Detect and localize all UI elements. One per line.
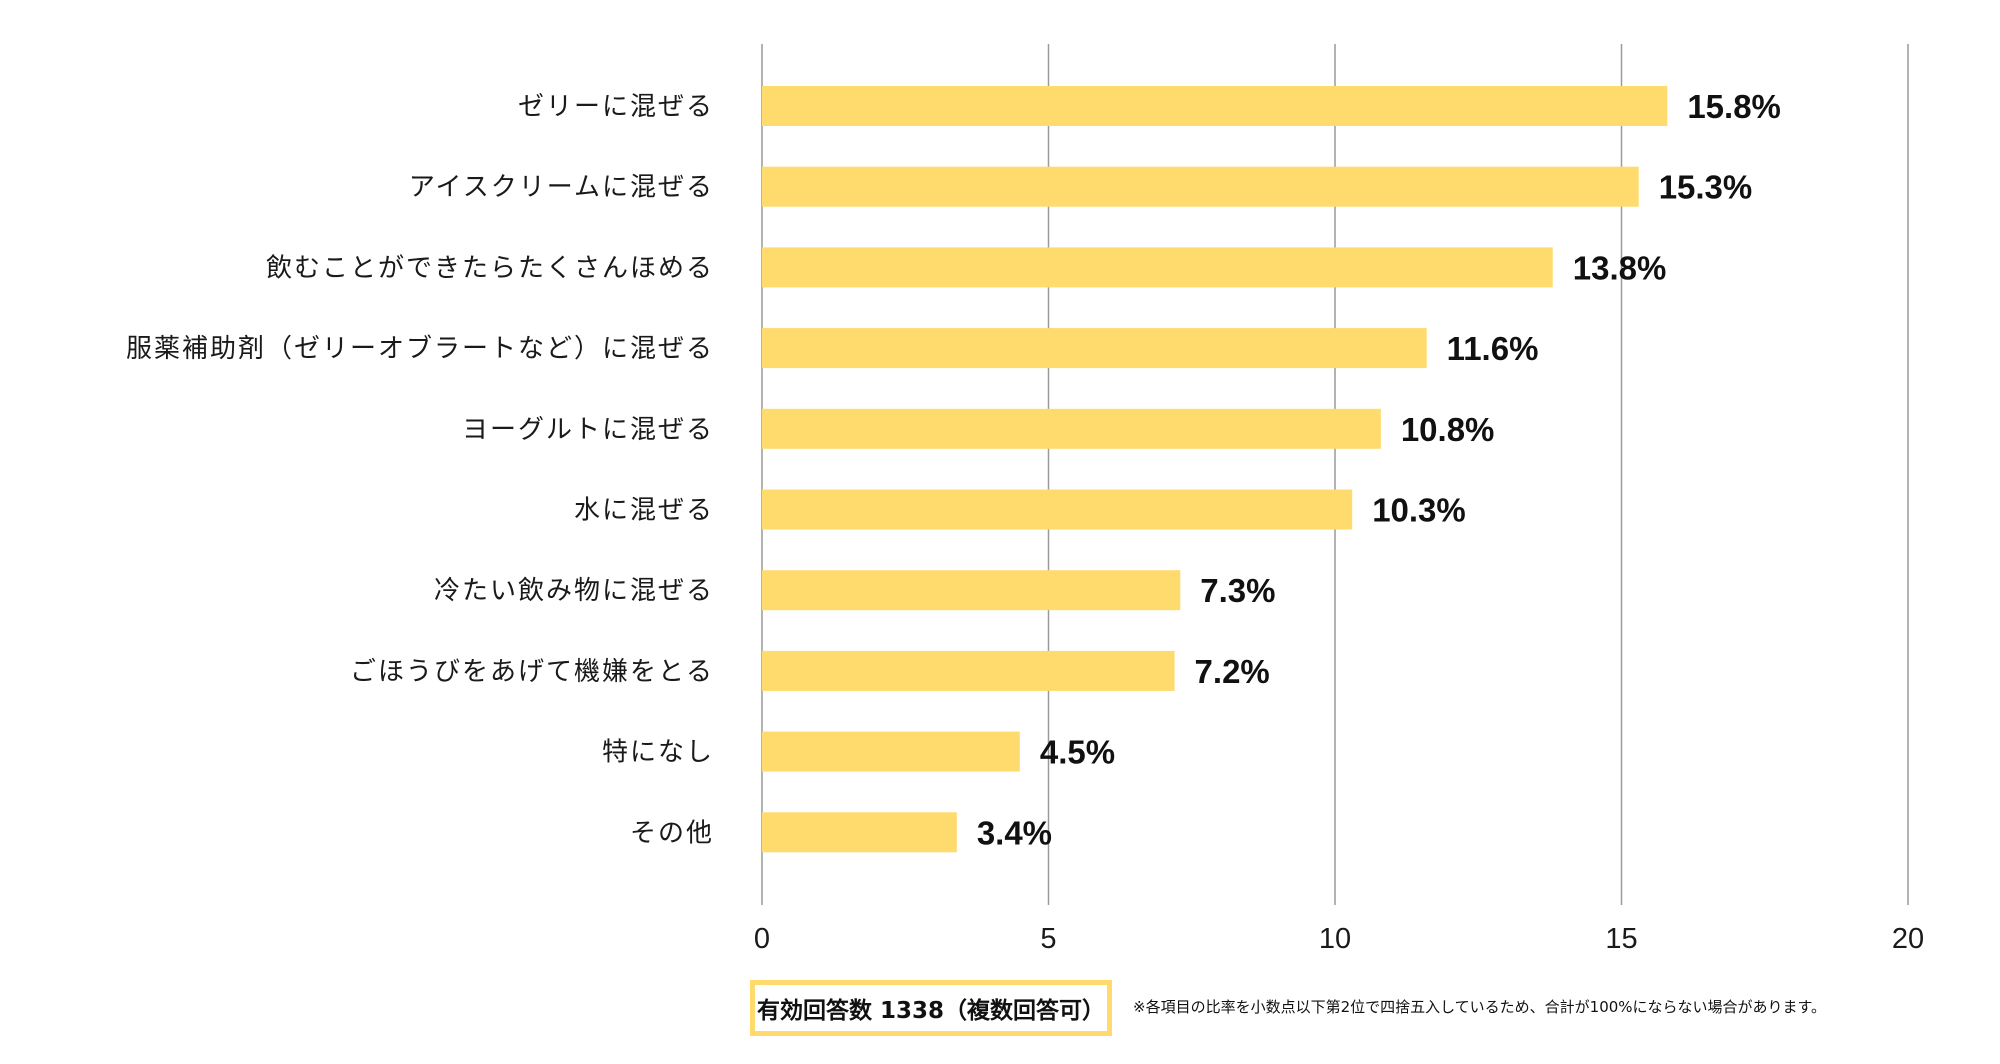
bar	[762, 408, 1381, 449]
category-label: ゼリーに混ぜる	[518, 92, 714, 122]
bar	[762, 328, 1427, 369]
value-label: 7.2%	[1195, 653, 1270, 690]
value-label: 15.3%	[1659, 169, 1753, 206]
category-label: 服薬補助剤（ゼリーオブラートなど）に混ぜる	[126, 334, 714, 364]
bar	[762, 86, 1668, 126]
category-label: その他	[630, 818, 714, 848]
value-label: 10.3%	[1372, 492, 1466, 529]
value-label: 11.6%	[1447, 330, 1539, 367]
category-label: 冷たい飲み物に混ぜる	[434, 576, 714, 606]
response-count-box: 有効回答数 1338（複数回答可）	[750, 980, 1112, 1036]
x-tick-label: 10	[1319, 923, 1351, 955]
category-label: 水に混ぜる	[574, 496, 714, 526]
bar	[762, 166, 1639, 207]
value-label: 4.5%	[1040, 734, 1115, 771]
category-label: ごほうびをあげて機嫌をとる	[350, 657, 714, 687]
response-count-text: 有効回答数 1338（複数回答可）	[756, 998, 1106, 1024]
chart-footer: 有効回答数 1338（複数回答可） ※各項目の比率を小数点以下第2位で四捨五入し…	[0, 980, 2000, 1050]
x-tick-label: 20	[1892, 923, 1924, 955]
value-label: 7.3%	[1200, 572, 1275, 609]
x-tick-label: 0	[754, 923, 770, 955]
category-label: ヨーグルトに混ぜる	[462, 415, 714, 445]
category-label: 飲むことができたらたくさんほめる	[266, 253, 714, 283]
bar	[762, 570, 1181, 611]
category-label: アイスクリームに混ぜる	[409, 173, 714, 203]
bar	[762, 650, 1175, 691]
value-label: 15.8%	[1687, 88, 1781, 125]
bar	[762, 812, 957, 853]
x-tick-label: 15	[1605, 923, 1637, 955]
bar	[762, 247, 1553, 288]
value-label: 3.4%	[977, 814, 1052, 851]
rounding-footnote: ※各項目の比率を小数点以下第2位で四捨五入しているため、合計が100%にならない…	[1133, 998, 1827, 1016]
value-label: 13.8%	[1573, 249, 1667, 286]
bar	[762, 489, 1353, 530]
bar	[762, 731, 1020, 772]
x-tick-label: 5	[1040, 923, 1056, 955]
category-label: 特になし	[602, 738, 714, 768]
value-label: 10.8%	[1401, 411, 1495, 448]
